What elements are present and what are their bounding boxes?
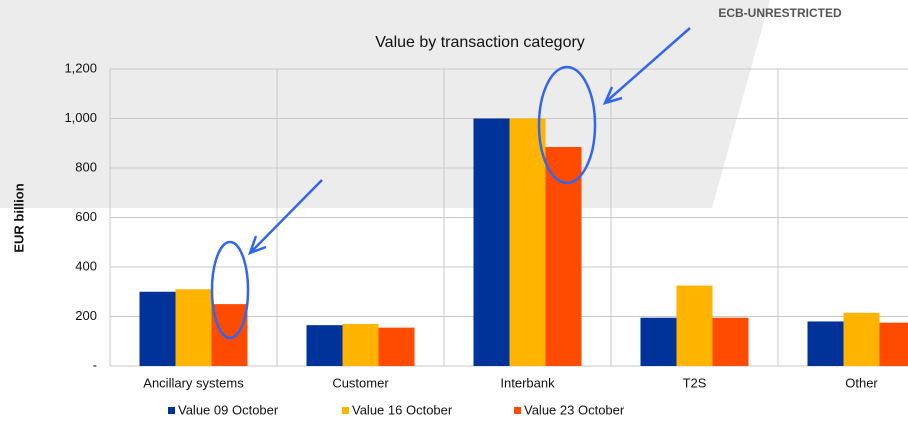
y-tick-label: 200	[75, 308, 97, 323]
bar	[342, 323, 379, 366]
bar	[712, 317, 749, 366]
watermark-band	[0, 0, 770, 208]
bar	[473, 118, 510, 366]
legend-swatch	[514, 407, 521, 414]
bar	[509, 118, 546, 366]
x-tick-label: Customer	[332, 375, 389, 390]
x-tick-label: Interbank	[500, 375, 555, 390]
bar	[139, 291, 176, 366]
x-tick-label: Ancillary systems	[143, 375, 244, 390]
legend-swatch	[342, 407, 349, 414]
annotation: ECB-UNRESTRICTED	[718, 6, 842, 20]
arrow	[606, 27, 691, 102]
y-axis-label: EUR billion	[11, 183, 26, 252]
legend-label: Value 23 October	[524, 402, 625, 417]
highlight-ellipse	[537, 65, 597, 185]
x-tick-label: T2S	[683, 375, 707, 390]
y-tick-label: 1,000	[64, 110, 97, 125]
bar	[211, 304, 248, 366]
legend-label: Value 16 October	[352, 402, 453, 417]
bar	[676, 285, 713, 366]
bar	[879, 322, 908, 366]
arrow-head	[602, 86, 623, 105]
arrow	[251, 179, 323, 252]
y-tick-label: 800	[75, 159, 97, 174]
bar	[378, 327, 415, 366]
x-tick-label: Other	[845, 375, 878, 390]
y-tick-label: 1,200	[64, 60, 97, 75]
callouts	[210, 27, 691, 340]
bar	[640, 317, 677, 366]
chart-title: Value by transaction category	[375, 34, 585, 51]
plot: - 200 400 600 800 1,000 1,200 Ancillary systems…	[64, 60, 908, 417]
legend-label: Value 09 October	[178, 402, 279, 417]
y-tick-label: -	[93, 357, 97, 372]
legend-swatch	[168, 407, 175, 414]
y-tick-label: 600	[75, 209, 97, 224]
bar	[306, 325, 343, 366]
highlight-ellipse	[210, 240, 250, 340]
arrow-head	[247, 235, 267, 256]
bar	[807, 321, 844, 366]
y-tick-label: 400	[75, 258, 97, 273]
bar	[175, 289, 212, 366]
bar	[843, 312, 880, 366]
